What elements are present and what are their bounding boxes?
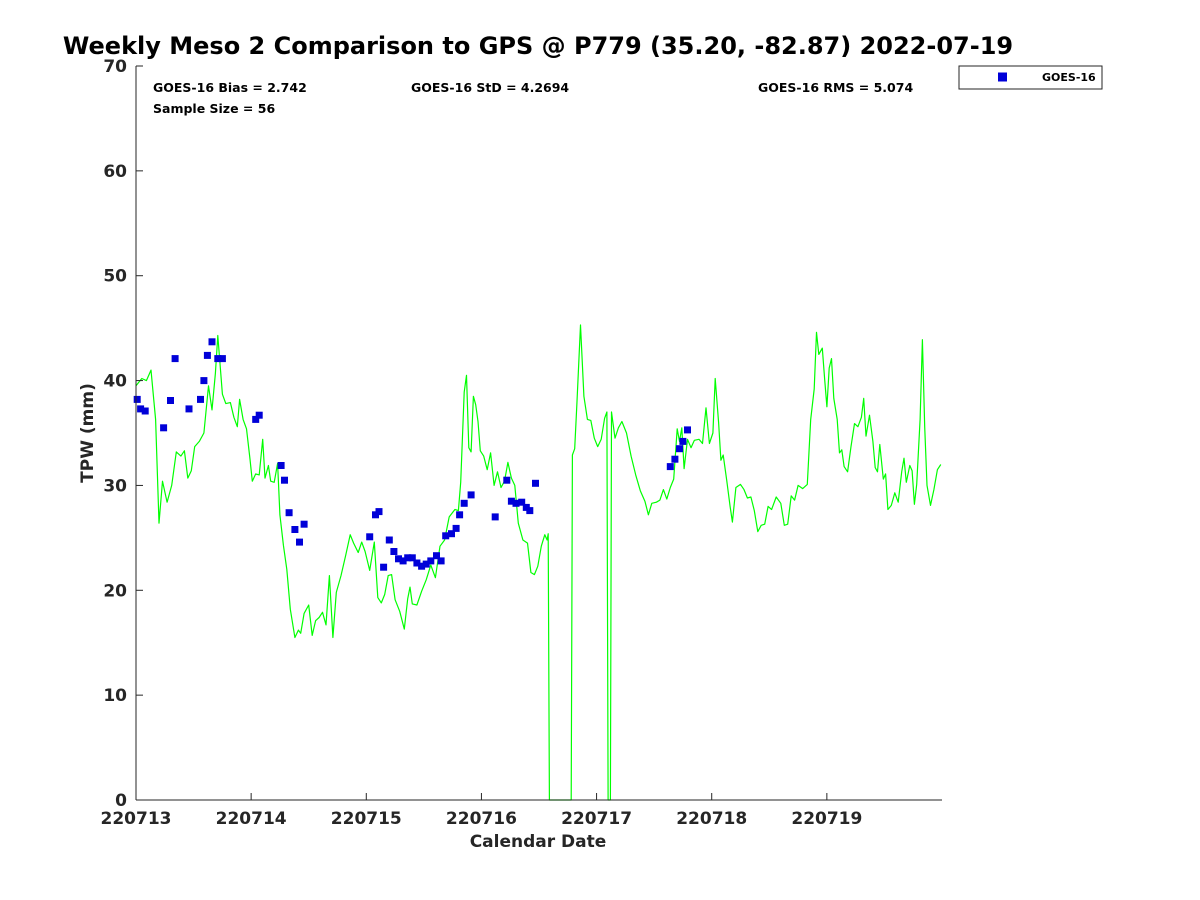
gps-series-line [135, 324, 942, 801]
plot-background [136, 66, 942, 800]
goes-16-point [291, 526, 299, 533]
goes-16-point [252, 415, 260, 423]
goes-16-point [141, 407, 149, 415]
stat-sample-size: Sample Size = 56 [153, 101, 275, 116]
goes-16-point [167, 397, 174, 404]
goes-16-point [133, 395, 141, 403]
goes-16-point [160, 424, 168, 432]
x-tick-label: 220715 [331, 809, 402, 829]
chart-title: Weekly Meso 2 Comparison to GPS @ P779 (… [63, 32, 1013, 60]
goes-16-point [526, 507, 534, 515]
goes-16-point [671, 455, 679, 463]
goes-16-point [448, 530, 455, 538]
legend-box [958, 65, 1103, 90]
y-tick-label: 30 [103, 476, 127, 496]
goes-16-point [137, 405, 145, 413]
y-tick-label: 40 [103, 372, 127, 392]
goes-16-point [296, 538, 303, 546]
goes-16-point [427, 557, 435, 565]
goes-16-point [422, 560, 430, 568]
x-axis-ticks: 220713 220714 220715 220716 220717 220718 2207… [101, 793, 862, 829]
x-tick-label: 220717 [561, 809, 632, 829]
goes-16-point [408, 554, 416, 562]
stats-annotations: GOES-16 Bias = 2.742 GOES-16 StD = 4.269… [153, 80, 913, 116]
goes-16-point [218, 355, 226, 363]
plot-area: 0 10 20 30 40 50 60 70 220713 220714 220715 220716… [101, 57, 942, 829]
goes-16-point [385, 536, 393, 544]
y-tick-label: 0 [115, 791, 127, 811]
goes-16-point [404, 554, 412, 562]
goes-16-point [456, 511, 464, 519]
stat-rms: GOES-16 RMS = 5.074 [758, 80, 913, 95]
x-axis-label: Calendar Date [470, 832, 607, 852]
goes-16-point [433, 552, 440, 560]
x-tick-label: 220714 [216, 809, 287, 829]
y-axis-ticks: 0 10 20 30 40 50 60 70 [103, 57, 143, 811]
goes-16-point [442, 532, 450, 540]
goes-16-point [380, 563, 388, 571]
goes-16-point [679, 437, 687, 445]
goes-16-point [171, 355, 179, 363]
goes-16-point [185, 405, 193, 413]
goes-16-point [437, 557, 445, 565]
goes-16-point [366, 533, 374, 541]
y-tick-label: 20 [103, 581, 127, 601]
goes-16-point [281, 476, 288, 484]
goes-16-point [676, 445, 683, 453]
legend-marker-goes-16 [998, 72, 1007, 82]
x-tick-label: 220718 [676, 809, 747, 829]
goes-16-point [255, 411, 263, 419]
goes-16-point [467, 491, 475, 499]
goes-16-point [200, 377, 208, 385]
goes-16-series [133, 338, 691, 571]
x-tick-label: 220719 [791, 809, 862, 829]
goes-16-point [300, 520, 308, 528]
stat-bias: GOES-16 Bias = 2.742 [153, 80, 307, 95]
y-tick-label: 50 [103, 267, 127, 287]
goes-16-point [684, 426, 691, 434]
y-tick-label: 10 [103, 686, 127, 706]
goes-16-point [399, 557, 407, 565]
legend: GOES-16 [958, 65, 1103, 90]
x-tick-label: 220713 [101, 809, 172, 829]
goes-16-point [285, 509, 293, 517]
goes-16-point [390, 548, 398, 555]
goes-16-point [512, 499, 520, 507]
goes-16-point [491, 513, 499, 521]
goes-16-point [518, 498, 526, 506]
goes-16-point [452, 524, 460, 532]
goes-16-point [418, 562, 426, 570]
goes-16-point [507, 497, 515, 505]
goes-16-point [375, 508, 383, 516]
goes-16-point [503, 476, 511, 484]
goes-16-point [413, 559, 421, 567]
goes-16-point [460, 499, 468, 507]
legend-label-goes-16: GOES-16 [1042, 71, 1096, 84]
goes-16-point [532, 479, 539, 487]
stat-std: GOES-16 StD = 4.2694 [411, 80, 569, 95]
x-tick-label: 220716 [446, 809, 517, 829]
goes-16-point [395, 555, 402, 563]
y-axis-label: TPW (mm) [78, 383, 98, 483]
y-tick-label: 70 [103, 57, 127, 77]
goes-16-point [208, 338, 216, 346]
gps-series [135, 324, 942, 801]
goes-16-point [197, 395, 204, 403]
goes-16-point [277, 462, 285, 469]
goes-16-point [203, 351, 211, 359]
goes-16-point [214, 355, 222, 363]
y-tick-label: 60 [103, 162, 127, 182]
goes-16-point [666, 463, 674, 471]
